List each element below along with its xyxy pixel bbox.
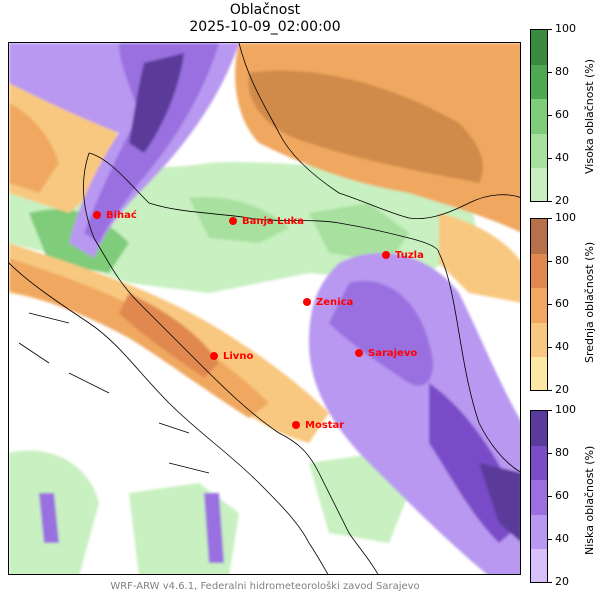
colorbar-tick-label: 80: [555, 65, 569, 78]
colorbar-tick-label: 40: [555, 340, 569, 353]
colorbar-tick-label: 40: [555, 151, 569, 164]
colorbar-tick: [548, 304, 552, 305]
city-label: Mostar: [305, 420, 344, 431]
colorbar-tick-label: 20: [555, 575, 569, 588]
mid-cloud-area: [439, 213, 520, 303]
colorbar-segment: [531, 288, 547, 324]
colorbar-tick-label: 80: [555, 254, 569, 267]
city-label: Livno: [223, 351, 253, 362]
colorbar-segment: [531, 549, 547, 582]
colorbar-tick: [548, 390, 552, 391]
colorbar-tick-label: 80: [555, 446, 569, 459]
colorbar-label: Niska oblačnost (%): [583, 445, 596, 555]
mid-cloud-area: [9, 103, 59, 193]
city-label: Bihać: [106, 209, 137, 221]
city-marker: [210, 352, 218, 360]
colorbar-segment: [531, 168, 547, 201]
low-cloud-area: [204, 493, 224, 563]
low-cloud-area: [479, 463, 520, 542]
country-borders: [9, 43, 520, 574]
colorbar-tick: [548, 410, 552, 411]
city-label: Sarajevo: [368, 348, 417, 359]
colorbar-segment: [531, 514, 547, 550]
colorbar-label: Srednja oblačnost (%): [583, 241, 596, 363]
city-marker: [355, 349, 363, 357]
colorbar-tick: [548, 453, 552, 454]
city-label: Zenica: [316, 297, 353, 308]
colorbar-segment: [531, 133, 547, 169]
city-marker: [93, 211, 101, 219]
city-label: Banja Luka: [242, 216, 304, 227]
city-markers: Bihać Banja Luka Tuzla Zenica Livno Sarajevo M…: [93, 209, 424, 431]
colorbar-1: [530, 29, 548, 202]
colorbar-segment: [531, 411, 547, 447]
colorbar-segment: [531, 480, 547, 516]
map-timestamp: 2025-10-09_02:00:00: [189, 19, 341, 35]
colorbar-tick-label: 100: [555, 22, 576, 35]
colorbar-segment: [531, 30, 547, 66]
colorbar-tick-label: 20: [555, 194, 569, 207]
low-cloud-area: [39, 493, 59, 543]
city-marker: [229, 217, 237, 225]
colorbar-tick-label: 100: [555, 403, 576, 416]
low-cloud-area: [84, 43, 219, 243]
colorbar-tick-label: 20: [555, 383, 569, 396]
colorbar-tick-label: 40: [555, 532, 569, 545]
colorbar-segment: [531, 219, 547, 255]
colorbar-tick: [548, 582, 552, 583]
colorbar-segment: [531, 357, 547, 390]
high-cloud-area: [309, 203, 409, 263]
colorbar-segment: [531, 64, 547, 100]
low-cloud-area: [329, 281, 433, 386]
city-marker: [303, 298, 311, 306]
colorbar-segment: [531, 99, 547, 135]
colorbar-tick: [548, 496, 552, 497]
colorbar-tick: [548, 158, 552, 159]
city-label: Tuzla: [395, 250, 424, 261]
colorbar-tick-label: 60: [555, 489, 569, 502]
colorbar-tick: [548, 201, 552, 202]
colorbar-tick: [548, 115, 552, 116]
low-cloud-area: [129, 53, 184, 153]
colorbar-tick: [548, 261, 552, 262]
map-title: Oblačnost: [229, 2, 301, 18]
colorbar-tick-label: 60: [555, 297, 569, 310]
high-cloud-area: [189, 197, 289, 243]
city-marker: [382, 251, 390, 259]
colorbar-segment: [531, 253, 547, 289]
cloud-cover-map: Bihać Banja Luka Tuzla Zenica Livno Sarajevo M…: [8, 42, 521, 575]
colorbar-tick: [548, 72, 552, 73]
colorbar-2: [530, 218, 548, 391]
colorbar-segment: [531, 322, 547, 358]
colorbar-label: Visoka oblačnost (%): [583, 58, 596, 174]
colorbar-tick: [548, 218, 552, 219]
colorbar-tick: [548, 347, 552, 348]
city-marker: [292, 421, 300, 429]
colorbar-segment: [531, 445, 547, 481]
mid-cloud-area: [248, 70, 483, 183]
colorbar-3: [530, 410, 548, 583]
colorbar-tick-label: 60: [555, 108, 569, 121]
colorbar-tick: [548, 539, 552, 540]
colorbar-tick: [548, 29, 552, 30]
model-credit: WRF-ARW v4.6.1, Federalni hidrometeorolo…: [110, 581, 420, 592]
map-canvas: Bihać Banja Luka Tuzla Zenica Livno Sarajevo M…: [9, 43, 520, 574]
colorbar-tick-label: 100: [555, 211, 576, 224]
mid-cloud-area: [119, 293, 219, 378]
